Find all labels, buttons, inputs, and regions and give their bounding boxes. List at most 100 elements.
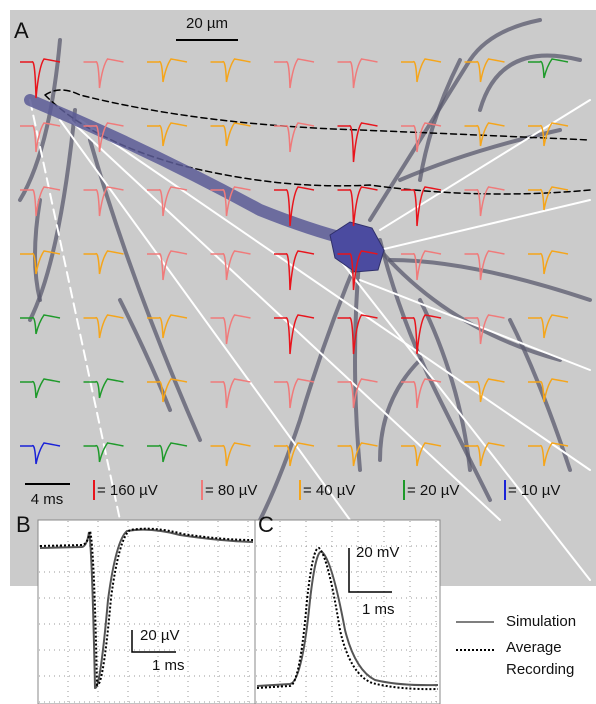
dendrite (353, 248, 362, 472)
spike-waveform (274, 378, 315, 409)
neuron (18, 18, 592, 581)
dendrite (378, 238, 492, 502)
amplitude-scale-label: 20 mV (356, 544, 399, 561)
spike-waveform (464, 314, 505, 345)
dendrite (378, 358, 422, 462)
spike-waveform (147, 314, 188, 339)
recording-trace (256, 547, 439, 691)
legend-label: = 160 µV (97, 482, 158, 499)
amplitude-legend: = 160 µV = 80 µV = 40 µV = 20 µV = 10 µV (93, 480, 560, 500)
legend-label: Recording (506, 661, 574, 678)
spike-waveform (464, 122, 505, 147)
panel-b-grid (39, 521, 254, 703)
dendrite (258, 228, 372, 522)
dendrite (18, 38, 62, 202)
dendrite (33, 198, 42, 302)
white-line (379, 199, 591, 251)
spike-waveform (83, 122, 124, 153)
spike-waveform (528, 314, 569, 339)
spike-waveform (210, 122, 251, 147)
spike-waveform (210, 186, 251, 217)
spike-waveform (210, 58, 251, 83)
white-line (379, 99, 591, 231)
spike-waveform (274, 122, 315, 153)
spike-waveform (20, 122, 61, 153)
legend-label: = 10 µV (508, 482, 560, 499)
legend-label: Average (506, 639, 562, 656)
legend-label: Simulation (506, 613, 576, 630)
spike-waveform (83, 250, 124, 275)
dendrite (368, 18, 542, 222)
spike-waveform (20, 378, 61, 399)
white-line (359, 279, 591, 371)
spike-waveform (274, 314, 315, 355)
space-scale-label: 20 µm (186, 15, 228, 32)
spike-waveform (20, 442, 61, 465)
spike-waveform (274, 186, 315, 227)
spike-waveform (274, 58, 315, 89)
panel-label: C (258, 512, 274, 537)
spike-waveform (210, 378, 251, 409)
spike-waveform (401, 378, 442, 409)
scale-bar (131, 630, 176, 653)
white-line (69, 119, 501, 521)
spike-waveform (464, 186, 505, 217)
spike-waveform (83, 186, 124, 217)
dendrite (508, 318, 572, 472)
spike-waveform (20, 58, 61, 99)
spike-waveform (464, 442, 505, 467)
spike-waveform (528, 58, 569, 79)
spike-waveform (401, 186, 442, 227)
simulation-trace (256, 550, 439, 687)
spike-waveform (528, 378, 569, 403)
spike-waveform (210, 250, 251, 281)
time-scale-label: 1 ms (152, 657, 185, 674)
dendrite (28, 108, 77, 322)
amplitude-scale-label: 20 µV (140, 627, 180, 644)
spike-waveform (401, 122, 442, 153)
spike-waveform (83, 58, 124, 89)
spike-waveform (528, 250, 569, 275)
scale-bar (348, 548, 392, 593)
legend-label: = 40 µV (303, 482, 355, 499)
spike-waveform (401, 250, 442, 281)
panel-c-box (254, 519, 441, 704)
spike-waveform (401, 314, 442, 355)
spike-waveform (464, 58, 505, 83)
spike-waveform (20, 186, 61, 217)
panel-b-box (37, 519, 256, 704)
white-line (29, 99, 121, 521)
time-scale-label: 4 ms (31, 491, 64, 508)
white-line (79, 119, 591, 471)
spike-waveform (337, 122, 378, 163)
spike-waveform (210, 442, 251, 467)
spike-waveform (337, 186, 378, 227)
spike-waveform (147, 250, 188, 281)
white-line (339, 259, 591, 581)
spike-waveform (147, 186, 188, 217)
time-scale-label: 1 ms (362, 601, 395, 618)
spike-waveform (337, 314, 378, 355)
panel-a-background (10, 10, 596, 586)
dendrite (418, 298, 472, 472)
panel-label: A (14, 18, 29, 43)
spike-waveform (464, 250, 505, 281)
dendrite (478, 53, 582, 112)
spike-waveform (147, 58, 188, 83)
panel-c-grid (256, 521, 439, 703)
dendrite (398, 128, 562, 182)
spike-waveform (20, 250, 61, 275)
spike-waveform (401, 442, 442, 467)
legend-label: = 20 µV (407, 482, 459, 499)
spike-grid (20, 58, 569, 467)
dendrite (118, 298, 172, 412)
spike-waveform (337, 378, 378, 409)
spike-waveform (147, 122, 188, 147)
spike-waveform (528, 186, 569, 211)
spike-waveform (83, 378, 124, 399)
spike-waveform (83, 442, 124, 463)
dendrite (378, 248, 562, 362)
dendrite (418, 58, 462, 182)
legend-label: = 80 µV (205, 482, 257, 499)
